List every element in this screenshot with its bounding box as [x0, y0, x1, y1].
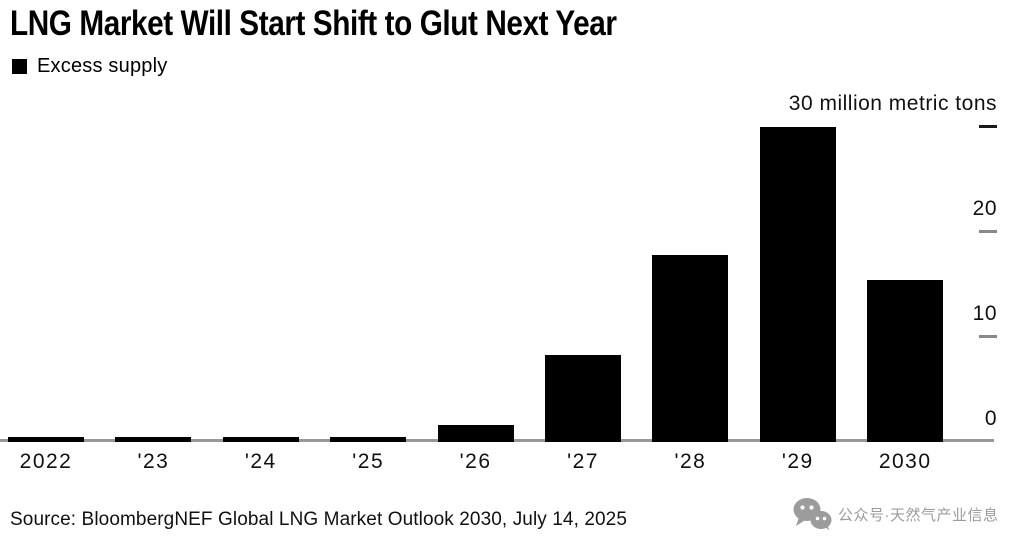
- bar-28: [652, 255, 729, 442]
- source-attribution: Source: BloombergNEF Global LNG Market O…: [10, 509, 628, 530]
- x-tick-label: 2030: [878, 450, 932, 473]
- legend: Excess supply: [12, 55, 167, 78]
- x-tick-label: '27: [567, 450, 599, 473]
- x-tick-label: '29: [781, 450, 814, 473]
- x-tick-label: '26: [459, 450, 492, 473]
- watermark: 公众号·天然气产业信息: [792, 497, 999, 531]
- x-tick-label: '23: [137, 450, 170, 473]
- y-tick-mark: [979, 335, 997, 338]
- y-tick-label: 20: [972, 197, 997, 220]
- bar-26: [437, 425, 514, 442]
- y-tick-label: 10: [972, 302, 997, 325]
- bar-24: [222, 437, 299, 442]
- bar-2030: [867, 280, 944, 442]
- x-tick-label: '24: [244, 450, 277, 473]
- chart-title: LNG Market Will Start Shift to Glut Next…: [10, 4, 617, 43]
- y-tick-mark: [979, 230, 997, 233]
- bar-29: [759, 127, 836, 442]
- y-tick-label: 0: [984, 407, 997, 430]
- y-tick-label: 30 million metric tons: [788, 92, 997, 115]
- x-tick-label: 2022: [19, 450, 73, 473]
- y-tick-mark: [979, 125, 997, 128]
- bar-25: [330, 437, 407, 442]
- bar-23: [115, 437, 192, 442]
- bar-27: [545, 354, 621, 442]
- legend-swatch: [12, 59, 27, 74]
- watermark-text: 公众号·天然气产业信息: [838, 506, 999, 524]
- x-tick-label: '25: [352, 450, 385, 473]
- x-tick-label: '28: [674, 450, 707, 473]
- bar-2022: [8, 437, 84, 442]
- legend-label: Excess supply: [37, 55, 168, 77]
- wechat-icon: [793, 498, 832, 531]
